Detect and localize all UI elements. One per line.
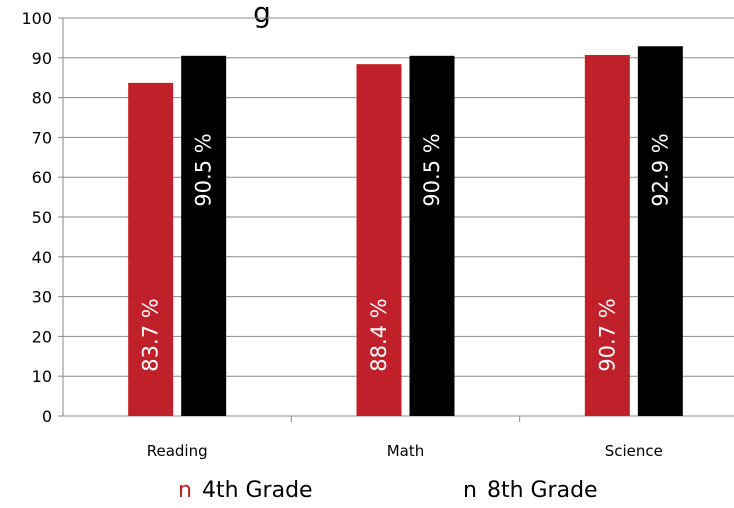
category-label: Math: [387, 442, 425, 460]
bars: 83.7 % 90.5 % 88.4 % 90.5 % 90.7 % 92.9 %: [128, 46, 683, 416]
data-label: 90.5 %: [420, 133, 444, 206]
legend-item-8th-grade: n 8th Grade: [463, 478, 598, 508]
x-axis: Reading Math Science: [63, 416, 734, 460]
data-label: 88.4 %: [367, 298, 391, 371]
legend-label-8th-grade: 8th Grade: [487, 478, 598, 503]
data-label: 83.7 %: [139, 298, 163, 371]
bar: [410, 56, 455, 416]
data-label: 90.7 %: [595, 298, 619, 371]
category-label: Science: [605, 442, 663, 460]
y-tick-label: 40: [32, 248, 52, 267]
y-tick-label: 70: [32, 128, 52, 147]
y-tick-label: 20: [32, 327, 52, 346]
y-tick-label: 10: [32, 367, 52, 386]
y-tick-label: 0: [42, 407, 52, 426]
legend-marker-8th-grade: n: [463, 478, 477, 503]
y-tick-label: 60: [32, 168, 52, 187]
bar-chart: g 0 10 20 30 40 50 60 70 80 90 100 Reading Math Scie…: [0, 0, 734, 478]
chart-title: g: [253, 0, 271, 29]
y-axis: 0 10 20 30 40 50 60 70 80 90 100: [21, 9, 63, 426]
bar: [638, 46, 683, 416]
data-label: 92.9 %: [648, 133, 672, 206]
y-tick-label: 80: [32, 89, 52, 108]
legend-marker-4th-grade: n: [178, 478, 192, 503]
legend-label-4th-grade: 4th Grade: [202, 478, 313, 503]
y-tick-label: 50: [32, 208, 52, 227]
y-tick-label: 30: [32, 288, 52, 307]
category-label: Reading: [147, 442, 208, 460]
y-tick-label: 100: [21, 9, 52, 28]
y-tick-label: 90: [32, 49, 52, 68]
legend-item-4th-grade: n 4th Grade: [178, 478, 313, 508]
data-label: 90.5 %: [192, 133, 216, 206]
bar: [181, 56, 226, 416]
